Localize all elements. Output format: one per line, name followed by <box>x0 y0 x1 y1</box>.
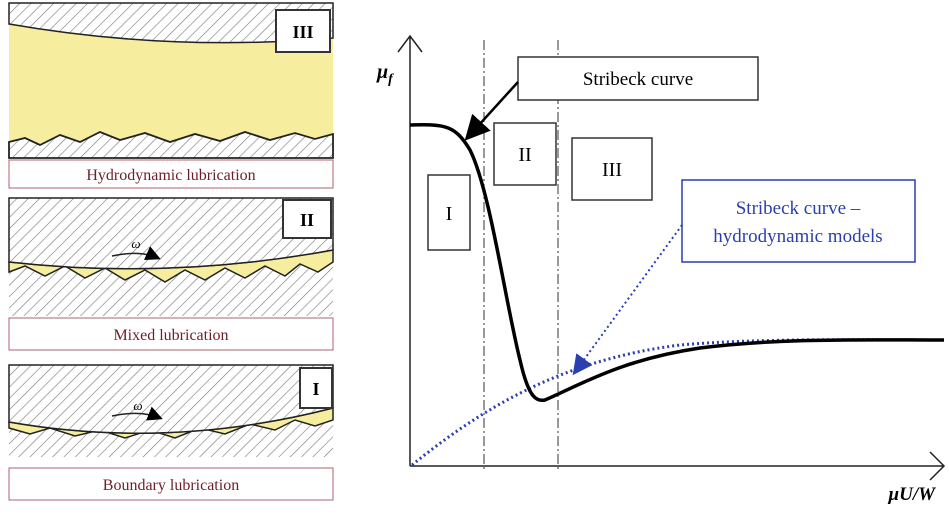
panel-mixed: ω II Mixed lubrication <box>9 198 333 350</box>
model-callout-arrow <box>575 225 682 372</box>
caption: Boundary lubrication <box>103 477 239 494</box>
symbol: μ <box>376 61 388 83</box>
region-label: III <box>602 159 622 181</box>
x-axis <box>410 452 944 480</box>
caption: Mixed lubrication <box>113 327 228 344</box>
model-callout: hydrodynamic models <box>713 226 882 247</box>
subscript: f <box>388 72 394 87</box>
model-callout-box <box>682 180 915 262</box>
motion-symbol: ω <box>131 236 140 251</box>
hydrodynamic-curve <box>412 340 944 465</box>
y-axis <box>398 36 422 466</box>
x-axis-label: μU/W <box>888 484 937 505</box>
panel-label: I <box>312 379 319 399</box>
callout: Stribeck curve <box>583 69 693 90</box>
model-callout: Stribeck curve – <box>736 198 861 219</box>
stribeck-graph: μf μU/W Stribeck curve I II III Stribeck… <box>376 36 944 505</box>
figure: III Hydrodynamic lubrication ω II Mixed … <box>0 0 949 509</box>
region-label: II <box>518 144 531 166</box>
caption: Hydrodynamic lubrication <box>86 167 255 184</box>
y-axis-label: μf <box>376 61 394 87</box>
motion-symbol: ω <box>133 398 142 413</box>
panel-hydrodynamic: III Hydrodynamic lubrication <box>9 3 333 188</box>
panel-label: II <box>300 210 314 230</box>
panel-label: III <box>292 22 313 42</box>
panel-boundary: ω I Boundary lubrication <box>9 365 333 500</box>
region-label: I <box>446 203 453 225</box>
page: III Hydrodynamic lubrication ω II Mixed … <box>0 0 949 514</box>
